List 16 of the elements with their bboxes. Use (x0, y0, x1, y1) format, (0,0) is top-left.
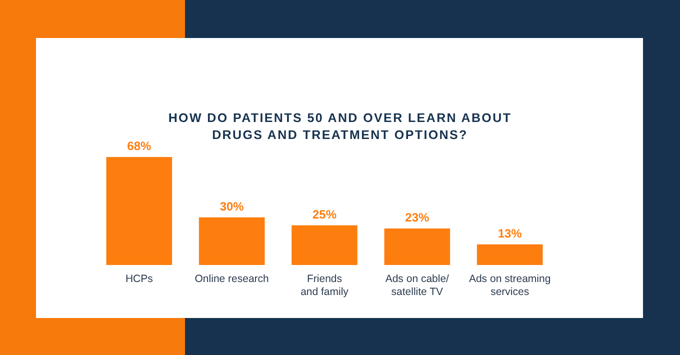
bar (198, 217, 265, 265)
data-label: 23% (405, 210, 430, 224)
x-tick-label: Ads on streaming services (468, 273, 551, 298)
x-tick-label: Friends and family (300, 273, 350, 298)
data-label: 13% (498, 226, 522, 240)
chart-title: HOW DO PATIENTS 50 AND OVER LEARN ABOUT DRUGS AND TREATMENT OPTIONS? (168, 111, 512, 142)
x-tick-label: Ads on cable/ satellite TV (385, 273, 450, 298)
data-label: 25% (312, 207, 337, 222)
data-label: 68% (127, 139, 152, 153)
data-label: 30% (220, 199, 244, 214)
bar (106, 157, 172, 265)
bar (384, 228, 450, 265)
x-tick-label: Online research (194, 273, 270, 285)
x-tick-label: HCPs (125, 273, 153, 285)
bar (476, 244, 543, 265)
bar (292, 225, 358, 265)
